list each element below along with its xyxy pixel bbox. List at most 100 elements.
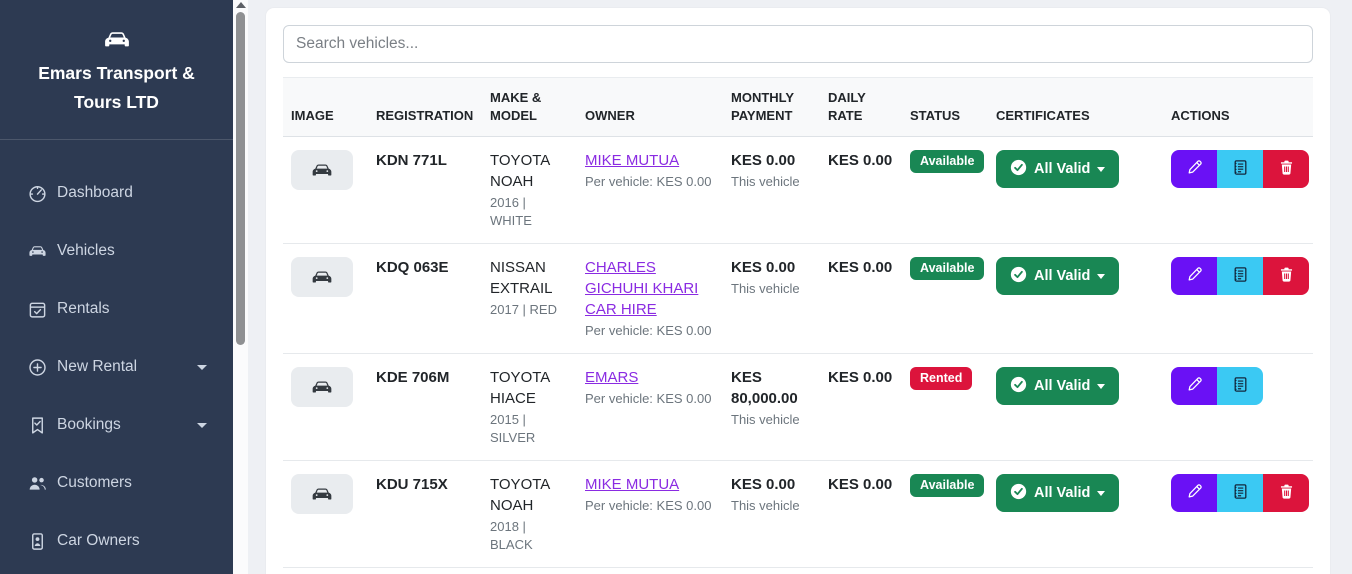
actions-cell: [1163, 460, 1313, 568]
certificates-dropdown-button[interactable]: All Valid: [996, 474, 1120, 512]
registration-number: KDU 715X: [376, 476, 448, 493]
make-model: NISSAN EXTRAIL: [490, 259, 553, 297]
sidebar-item-label: Car Owners: [57, 532, 140, 549]
owner-link[interactable]: MIKE MUTUA: [585, 152, 680, 169]
year-color: 2017 | RED: [490, 302, 557, 317]
check-circle-icon: [1010, 266, 1027, 287]
owner-cell: MIKE MUTUA Per vehicle: KES 0.00: [577, 136, 723, 244]
monthly-payment: KES 0.00: [731, 152, 796, 169]
column-header: REGISTRATION: [368, 77, 482, 137]
check-circle-icon: [1010, 159, 1027, 180]
sidebar-item-rentals[interactable]: Rentals: [0, 280, 233, 338]
trash-icon: [1278, 483, 1295, 503]
image-cell: [283, 243, 368, 354]
delete-vehicle-button[interactable]: [1263, 474, 1309, 512]
registration-cell: KDN 771L: [368, 136, 482, 244]
status-badge: Rented: [910, 367, 973, 390]
view-details-button[interactable]: [1217, 367, 1263, 405]
monthly-payment-note: This vehicle: [731, 412, 800, 427]
make-model: TOYOTA NOAH: [490, 152, 550, 190]
trash-icon: [1278, 159, 1295, 179]
trash-icon: [1278, 266, 1295, 286]
monthly-payment-cell: KES 0.00 This vehicle: [723, 460, 820, 568]
journal-icon: [1232, 483, 1249, 503]
owner-link[interactable]: EMARS: [585, 369, 639, 386]
pencil-icon: [1186, 266, 1203, 286]
certificates-label: All Valid: [1034, 268, 1091, 284]
owner-link[interactable]: CHARLES GICHUHI KHARI CAR HIRE: [585, 259, 699, 318]
sidebar: Emars Transport & Tours LTD Dashboard Veh…: [0, 0, 233, 574]
daily-rate-cell: KES 0.00: [820, 136, 902, 244]
per-vehicle-note: Per vehicle: KES 0.00: [585, 174, 712, 189]
edit-vehicle-button[interactable]: [1171, 474, 1217, 512]
view-details-button[interactable]: [1217, 474, 1263, 512]
sidebar-item-dashboard[interactable]: Dashboard: [0, 164, 233, 222]
vehicle-image-placeholder: [291, 367, 353, 407]
pencil-icon: [1186, 483, 1203, 503]
status-badge: Available: [910, 257, 985, 280]
bookmark-check-icon: [28, 416, 47, 435]
check-circle-icon: [1010, 376, 1027, 397]
monthly-payment-cell: KES 0.00 This vehicle: [723, 136, 820, 244]
sidebar-item-customers[interactable]: Customers: [0, 454, 233, 512]
monthly-payment-cell: KES 80,000.00 This vehicle: [723, 353, 820, 461]
table-row: KDN 771L TOYOTA NOAH 2016 | WHITE MIKE MUTU…: [283, 136, 1313, 244]
edit-vehicle-button[interactable]: [1171, 257, 1217, 295]
image-cell: [283, 460, 368, 568]
status-cell: Available: [902, 567, 988, 574]
image-cell: [283, 136, 368, 244]
actions-cell: [1163, 243, 1313, 354]
search-input[interactable]: [283, 25, 1313, 63]
sidebar-item-bookings[interactable]: Bookings: [0, 396, 233, 454]
delete-vehicle-button[interactable]: [1263, 257, 1309, 295]
registration-number: KDN 771L: [376, 152, 447, 169]
scrollbar-thumb[interactable]: [236, 12, 245, 345]
caret-down-icon: [1097, 273, 1106, 279]
daily-rate: KES 0.00: [828, 369, 893, 386]
sidebar-item-label: Customers: [57, 474, 132, 491]
per-vehicle-note: Per vehicle: KES 0.00: [585, 498, 712, 513]
certificates-dropdown-button[interactable]: All Valid: [996, 367, 1120, 405]
plus-circle-icon: [28, 358, 47, 377]
pencil-icon: [1186, 159, 1203, 179]
sidebar-item-car-owners[interactable]: Car Owners: [0, 512, 233, 570]
edit-vehicle-button[interactable]: [1171, 367, 1217, 405]
edit-vehicle-button[interactable]: [1171, 150, 1217, 188]
monthly-payment-note: This vehicle: [731, 174, 800, 189]
certificates-cell: All Valid: [988, 243, 1163, 354]
actions-cell: [1163, 567, 1313, 574]
vertical-scrollbar[interactable]: [233, 0, 248, 574]
brand: Emars Transport & Tours LTD: [0, 0, 233, 139]
monthly-payment-note: This vehicle: [731, 281, 800, 296]
certificates-label: All Valid: [1034, 378, 1091, 394]
chevron-down-icon: [197, 422, 207, 428]
car-front-icon: [28, 242, 47, 261]
sidebar-item-vehicles[interactable]: Vehicles: [0, 222, 233, 280]
delete-vehicle-button[interactable]: [1263, 150, 1309, 188]
make-model-cell: TOYOTA HIACE 2015 | SILVER: [482, 353, 577, 461]
owner-cell: CHARLES GICHUHI KHARI CAR HIRE Per vehicl…: [577, 243, 723, 354]
status-cell: Available: [902, 136, 988, 244]
year-color: 2016 | WHITE: [490, 195, 532, 228]
owner-link[interactable]: MIKE MUTUA: [585, 476, 680, 493]
view-details-button[interactable]: [1217, 150, 1263, 188]
sidebar-item-label: New Rental: [57, 358, 138, 375]
view-details-button[interactable]: [1217, 257, 1263, 295]
owner-cell: DORCAS WAITHIRAPer vehicle: KES 60,000.0…: [577, 567, 723, 574]
status-cell: Available: [902, 460, 988, 568]
scrollbar-up-arrow[interactable]: [235, 2, 246, 8]
sidebar-item-new-rental[interactable]: New Rental: [0, 338, 233, 396]
certificates-dropdown-button[interactable]: All Valid: [996, 257, 1120, 295]
calendar-check-icon: [28, 300, 47, 319]
column-header: IMAGE: [283, 77, 368, 137]
registration-cell: KDU 715X: [368, 460, 482, 568]
monthly-payment: KES 80,000.00: [731, 369, 798, 407]
registration-cell: KDE 706M: [368, 353, 482, 461]
column-header: CERTIFICATES: [988, 77, 1163, 137]
per-vehicle-note: Per vehicle: KES 0.00: [585, 391, 712, 406]
certificates-dropdown-button[interactable]: All Valid: [996, 150, 1120, 188]
check-circle-icon: [1010, 483, 1027, 504]
journal-icon: [1232, 376, 1249, 396]
